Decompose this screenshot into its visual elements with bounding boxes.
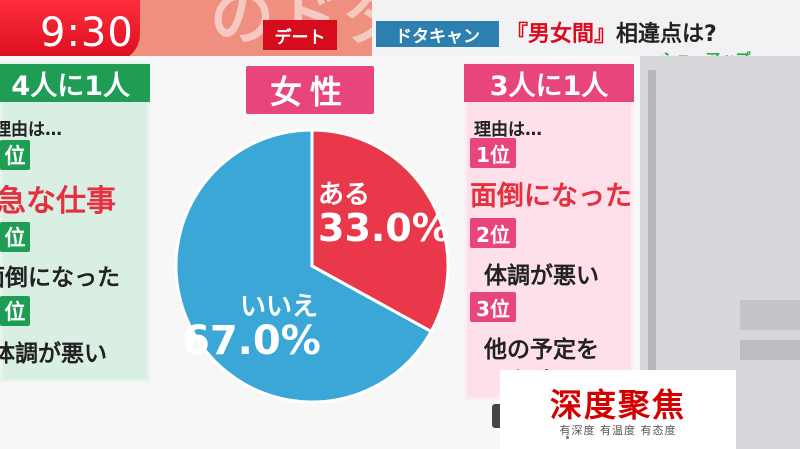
left-panel-header: 4人に1人	[0, 64, 150, 102]
right-rank-badge: 3位	[470, 292, 516, 322]
pie-slice-no	[174, 128, 434, 404]
left-reason-text: 面倒になった	[0, 265, 120, 291]
headline-title: 『男女間』相違点は?	[506, 16, 717, 48]
left-rank-badge: 位	[0, 296, 30, 326]
pie-slice-yes	[310, 128, 450, 334]
headline-rest: 相違点は?	[616, 22, 717, 47]
slice-value-label: 67.0%	[182, 318, 321, 364]
clock-time: 9:30	[40, 10, 134, 56]
right-reason-text: 面倒になった	[470, 181, 632, 212]
left-reason-label: 理由は…	[0, 120, 62, 140]
board-frame-edge	[648, 70, 656, 449]
studio-prop	[740, 300, 800, 330]
watermark-dot	[566, 436, 569, 439]
studio-prop	[740, 340, 800, 360]
program-tag: ドタキャン	[376, 21, 499, 47]
watermark-title: 深度聚焦	[549, 386, 686, 424]
headline-highlight: 『男女間』	[506, 22, 617, 47]
right-rank-badge: 1位	[470, 138, 516, 168]
date-tag: デート	[263, 20, 337, 50]
right-panel	[464, 62, 634, 400]
gender-header: 女性	[246, 66, 374, 114]
right-panel-header: 3人に1人	[464, 64, 634, 102]
pie-chart	[174, 128, 450, 404]
watermark-subtitle: 有深度 有温度 有态度	[559, 424, 677, 437]
right-reason-label: 理由は…	[474, 120, 542, 140]
right-rank-badge: 2位	[470, 218, 516, 248]
slice-label: いいえ	[240, 292, 319, 322]
watermark-box	[500, 370, 736, 449]
slice-label: ある	[318, 180, 371, 210]
slice-value-label: 33.0%	[318, 206, 450, 250]
left-rank-badge: 位	[0, 140, 30, 170]
left-rank-badge: 位	[0, 222, 30, 252]
right-reason-text: 体調が悪い	[484, 263, 599, 289]
right-reason-text: 他の予定を	[484, 337, 599, 363]
left-reason-text: 急な仕事	[0, 184, 116, 219]
left-reason-text: 体調が悪い	[0, 341, 107, 367]
time-badge	[0, 0, 140, 62]
